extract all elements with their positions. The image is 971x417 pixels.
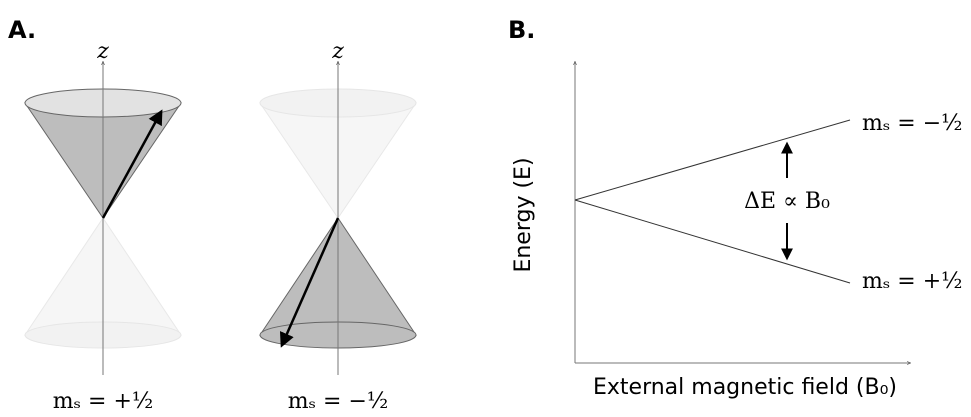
x-axis-label: External magnetic field (B₀) (593, 375, 897, 400)
axis-label: z (331, 39, 344, 64)
level-label: mₛ = −½ (862, 111, 962, 136)
axis-label: z (96, 39, 109, 64)
level-label: mₛ = +½ (862, 269, 962, 294)
panel-label: B. (508, 16, 535, 44)
cone-caption: mₛ = −½ (288, 389, 388, 414)
energy-axes (575, 62, 910, 363)
cone-up (24, 62, 182, 375)
cone-down (259, 62, 417, 375)
panel-label: A. (8, 16, 36, 44)
cone-caption: mₛ = +½ (53, 389, 153, 414)
gap-label: ΔE ∝ B₀ (744, 189, 830, 214)
y-axis-label: Energy (E) (511, 157, 536, 272)
